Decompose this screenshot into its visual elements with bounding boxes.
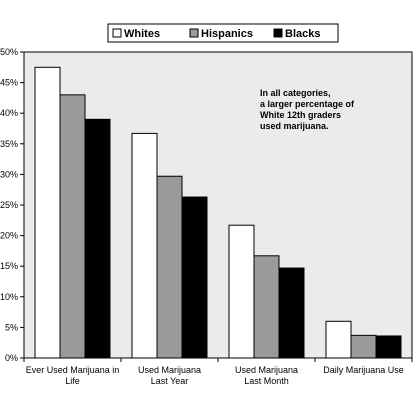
bar-whites bbox=[131, 132, 158, 359]
legend-swatch-whites bbox=[112, 28, 122, 38]
bar-hispanics bbox=[253, 255, 280, 359]
annotation-text: White 12th graders bbox=[260, 110, 341, 120]
bar-blacks bbox=[278, 267, 305, 359]
y-tick-label: 10% bbox=[0, 292, 18, 302]
legend-label-hispanics: Hispanics bbox=[201, 28, 253, 40]
legend-swatch-blacks bbox=[273, 28, 283, 38]
category-label: Last Year bbox=[151, 376, 189, 386]
bar-whites bbox=[34, 66, 61, 359]
bar-hispanics bbox=[156, 175, 183, 359]
y-tick-label: 40% bbox=[0, 108, 18, 118]
legend-label-whites: Whites bbox=[124, 28, 160, 40]
bar-blacks bbox=[181, 196, 208, 359]
bar-blacks bbox=[375, 335, 402, 359]
annotation-text: used marijuana. bbox=[260, 121, 329, 131]
bar-whites bbox=[325, 320, 352, 359]
bar-hispanics bbox=[59, 94, 86, 359]
y-tick-label: 0% bbox=[5, 353, 18, 363]
legend-label-blacks: Blacks bbox=[285, 28, 320, 40]
y-tick-label: 25% bbox=[0, 200, 18, 210]
category-label: Last Month bbox=[244, 376, 289, 386]
annotation-text: a larger percentage of bbox=[260, 99, 355, 109]
category-label: Daily Marijuana Use bbox=[323, 365, 404, 375]
category-label: Used Marijuana bbox=[235, 365, 298, 375]
y-tick-label: 20% bbox=[0, 231, 18, 241]
y-tick-label: 45% bbox=[0, 78, 18, 88]
category-label: Ever Used Marijuana in bbox=[26, 365, 120, 375]
category-label: Life bbox=[65, 376, 80, 386]
y-tick-label: 50% bbox=[0, 47, 18, 57]
bar-whites bbox=[228, 224, 255, 359]
legend-swatch-hispanics bbox=[189, 28, 199, 38]
y-tick-label: 5% bbox=[5, 322, 18, 332]
y-tick-label: 35% bbox=[0, 139, 18, 149]
bar-hispanics bbox=[350, 334, 377, 359]
y-tick-label: 30% bbox=[0, 169, 18, 179]
annotation-text: In all categories, bbox=[260, 88, 331, 98]
bar-blacks bbox=[84, 118, 111, 359]
y-tick-label: 15% bbox=[0, 261, 18, 271]
category-label: Used Marijuana bbox=[138, 365, 201, 375]
